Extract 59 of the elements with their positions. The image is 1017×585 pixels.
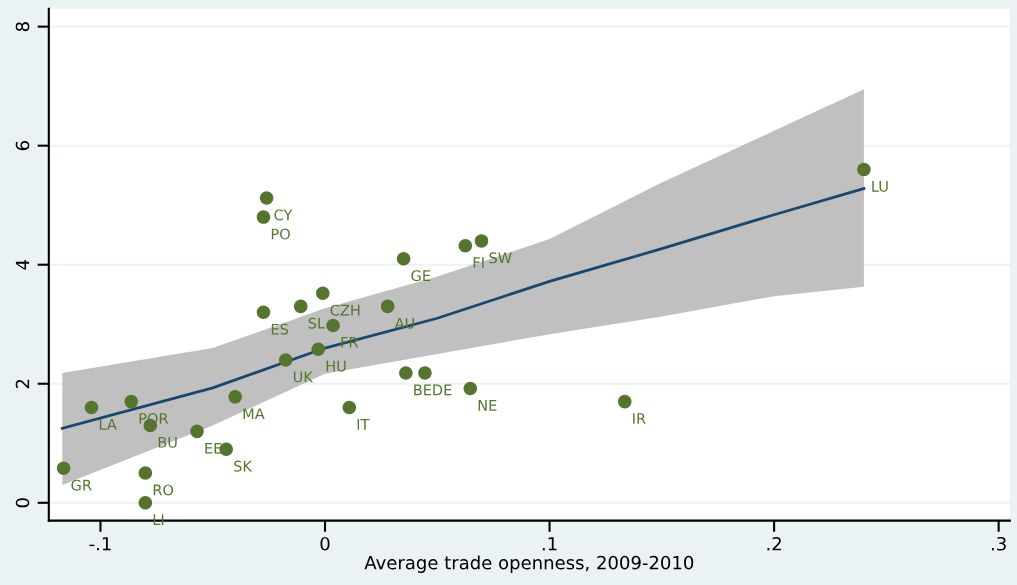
annotation: BU bbox=[158, 436, 177, 448]
annotation: GR bbox=[71, 479, 92, 491]
point bbox=[138, 466, 153, 480]
point bbox=[326, 318, 340, 333]
point bbox=[256, 210, 271, 224]
annotation: ES bbox=[271, 323, 289, 335]
y-tick-label: 0 bbox=[15, 498, 30, 508]
annotation: CY bbox=[274, 209, 293, 221]
point bbox=[399, 366, 413, 380]
annotation: BE bbox=[414, 384, 432, 396]
annotation: HU bbox=[326, 360, 346, 372]
point bbox=[342, 400, 357, 415]
point bbox=[474, 234, 489, 248]
point bbox=[190, 424, 204, 439]
annotation: SK bbox=[234, 460, 253, 472]
point bbox=[228, 390, 242, 404]
point bbox=[259, 191, 274, 205]
annotation: MA bbox=[243, 408, 265, 420]
y-tick-label: 2 bbox=[15, 379, 30, 389]
point bbox=[138, 496, 153, 510]
point bbox=[380, 299, 395, 314]
point bbox=[124, 394, 138, 409]
x-tick-label: .3 bbox=[991, 536, 1006, 551]
annotation: DE bbox=[433, 384, 452, 396]
annotation: LU bbox=[872, 181, 888, 192]
annotation: PO bbox=[271, 228, 290, 240]
y-tick-label: 6 bbox=[15, 141, 30, 151]
point bbox=[278, 353, 293, 367]
x-axis-title: Average trade openness, 2009-2010 bbox=[364, 555, 694, 573]
x-tick-label: .2 bbox=[767, 536, 781, 551]
annotation: RO bbox=[153, 484, 174, 496]
annotation: LA bbox=[99, 419, 117, 430]
line-series bbox=[60, 187, 866, 430]
annotation: SL bbox=[308, 317, 326, 329]
point bbox=[418, 366, 432, 380]
point bbox=[857, 162, 871, 177]
point bbox=[458, 238, 473, 253]
annotation: GE bbox=[411, 270, 431, 282]
y-tick-label: 8 bbox=[15, 22, 30, 32]
y-tick-label: 4 bbox=[15, 259, 30, 270]
x-tick-label: -.1 bbox=[89, 537, 111, 551]
annotation: FI bbox=[473, 257, 484, 268]
point bbox=[256, 305, 271, 320]
point bbox=[618, 394, 632, 409]
x-tick-label: 0 bbox=[320, 536, 330, 551]
annotation: SW bbox=[489, 252, 512, 264]
point bbox=[316, 286, 330, 301]
annotation: IR bbox=[633, 413, 646, 424]
point bbox=[463, 381, 478, 396]
annotation: IT bbox=[357, 419, 370, 430]
x-tick-label: .1 bbox=[542, 537, 557, 551]
point bbox=[56, 461, 71, 476]
annotation: UK bbox=[293, 371, 314, 383]
point bbox=[293, 299, 308, 314]
point bbox=[311, 342, 326, 356]
annotation: CZH bbox=[330, 304, 360, 316]
point bbox=[84, 400, 99, 415]
point bbox=[396, 251, 411, 266]
annotation: NE bbox=[478, 400, 497, 411]
